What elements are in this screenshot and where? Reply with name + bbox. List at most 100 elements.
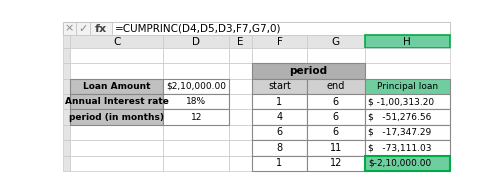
Bar (70, 48, 163, 63)
Bar (229, 140, 252, 156)
Text: end: end (326, 81, 345, 91)
Bar (70, 35, 163, 48)
Text: 6: 6 (332, 127, 339, 138)
Bar (365, 63, 450, 79)
Text: $   -73,111.03: $ -73,111.03 (368, 143, 432, 152)
Text: 4: 4 (276, 112, 282, 122)
Bar (163, 125, 229, 140)
Bar (306, 140, 365, 156)
Bar (252, 140, 306, 156)
Bar (365, 94, 450, 109)
Bar (62, 109, 70, 125)
Bar (62, 125, 70, 140)
Bar (252, 94, 306, 109)
Bar (62, 140, 70, 156)
Text: $   -51,276.56: $ -51,276.56 (368, 112, 431, 122)
Bar (252, 48, 306, 63)
Bar (70, 109, 163, 125)
Text: G: G (332, 37, 340, 47)
Bar (365, 156, 450, 171)
Text: F: F (276, 37, 282, 47)
Bar (62, 35, 70, 48)
Text: start: start (268, 81, 291, 91)
Bar (70, 94, 163, 109)
Bar (70, 79, 163, 94)
Text: =CUMPRINC(D4,D5,D3,F7,G7,0): =CUMPRINC(D4,D5,D3,F7,G7,0) (115, 24, 282, 33)
Bar (62, 156, 70, 171)
Text: C: C (113, 37, 120, 47)
Text: D: D (192, 37, 200, 47)
Bar (62, 79, 70, 94)
Bar (252, 63, 306, 79)
Bar (229, 48, 252, 63)
Bar (163, 48, 229, 63)
Text: 18%: 18% (186, 97, 206, 106)
Text: 1: 1 (276, 158, 282, 168)
Text: period: period (290, 66, 328, 76)
Bar (365, 79, 450, 94)
Text: $-2,10,000.00: $-2,10,000.00 (368, 159, 431, 168)
Text: 6: 6 (332, 97, 339, 107)
Bar (163, 79, 229, 94)
Bar (252, 140, 306, 156)
Text: $   -17,347.29: $ -17,347.29 (368, 128, 431, 137)
Bar (365, 109, 450, 125)
Bar (229, 156, 252, 171)
Bar (163, 94, 229, 109)
Bar (252, 125, 306, 140)
Text: Principal loan: Principal loan (377, 82, 438, 91)
Bar (306, 35, 365, 48)
Bar (62, 22, 76, 35)
Bar (306, 63, 365, 79)
Bar (62, 63, 70, 79)
Bar (62, 22, 450, 35)
Text: 6: 6 (332, 112, 339, 122)
Bar (365, 35, 450, 48)
Text: 12: 12 (190, 112, 202, 122)
Bar (112, 22, 450, 35)
Text: ×: × (65, 24, 74, 33)
Bar (365, 125, 450, 140)
Bar (163, 109, 229, 125)
Text: 12: 12 (330, 158, 342, 168)
Bar (252, 156, 306, 171)
Bar (306, 109, 365, 125)
Bar (252, 35, 306, 48)
Text: 8: 8 (276, 143, 282, 153)
Bar (306, 79, 365, 94)
Bar (70, 140, 163, 156)
Bar (365, 125, 450, 140)
Bar (62, 94, 70, 109)
Bar (365, 140, 450, 156)
Bar (163, 79, 229, 94)
Bar (163, 140, 229, 156)
Bar (163, 63, 229, 79)
Bar (365, 94, 450, 109)
Bar (229, 35, 252, 48)
Bar (252, 79, 306, 94)
Bar (306, 156, 365, 171)
Text: fx: fx (95, 24, 108, 33)
Bar (306, 94, 365, 109)
Text: Annual Interest rate: Annual Interest rate (65, 97, 168, 106)
Bar (163, 156, 229, 171)
Bar (252, 63, 365, 79)
Bar (306, 140, 365, 156)
Bar (252, 125, 306, 140)
Bar (306, 79, 365, 94)
Bar (70, 79, 163, 94)
Bar (229, 125, 252, 140)
Text: E: E (238, 37, 244, 47)
Bar (70, 63, 163, 79)
Text: H: H (404, 37, 411, 47)
Text: 6: 6 (276, 127, 282, 138)
Text: period (in months): period (in months) (69, 112, 164, 122)
Bar (252, 79, 306, 94)
Bar (163, 109, 229, 125)
Bar (163, 94, 229, 109)
Bar (229, 63, 252, 79)
Bar (229, 109, 252, 125)
Bar (70, 109, 163, 125)
Bar (90, 22, 112, 35)
Bar (229, 79, 252, 94)
